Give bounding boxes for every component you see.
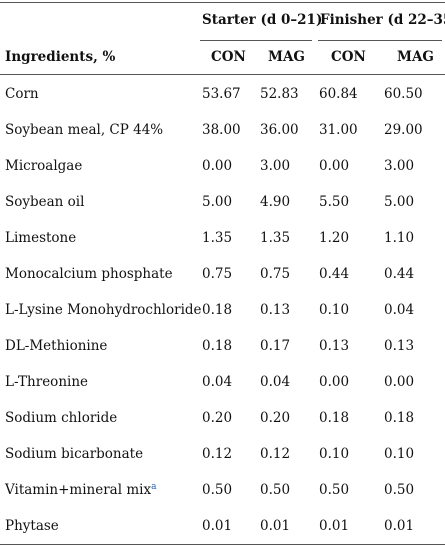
value-cell: 0.44 [384, 266, 415, 282]
value-cell: 0.50 [319, 482, 350, 498]
value-cell: 0.10 [319, 446, 350, 462]
ingredient-name: L-Lysine Monohydrochloride [5, 302, 202, 318]
header-rule [0, 74, 445, 75]
value-cell: 0.20 [260, 410, 291, 426]
ingredient-label: Vitamin+mineral mix [5, 482, 152, 498]
value-cell: 0.50 [202, 482, 233, 498]
value-cell: 36.00 [260, 122, 299, 138]
top-rule [0, 2, 445, 3]
ingredients-header: Ingredients, % [5, 49, 116, 65]
value-cell: 0.00 [384, 374, 415, 390]
value-cell: 1.35 [260, 230, 291, 246]
ingredient-name: Monocalcium phosphate [5, 266, 173, 282]
value-cell: 0.01 [384, 518, 415, 534]
value-cell: 0.13 [384, 338, 415, 354]
ingredient-label: DL-Methionine [5, 338, 108, 354]
value-cell: 0.17 [260, 338, 291, 354]
group-header-starter: Starter (d 0–21) [202, 12, 323, 28]
value-cell: 0.01 [319, 518, 350, 534]
value-cell: 1.35 [202, 230, 233, 246]
ingredient-label: Soybean meal, CP 44% [5, 122, 164, 138]
ingredient-label: Soybean oil [5, 194, 85, 210]
value-cell: 0.04 [202, 374, 233, 390]
value-cell: 1.20 [319, 230, 350, 246]
value-cell: 0.00 [319, 374, 350, 390]
value-cell: 0.75 [260, 266, 291, 282]
value-cell: 0.13 [260, 302, 291, 318]
value-cell: 38.00 [202, 122, 241, 138]
value-cell: 0.04 [384, 302, 415, 318]
value-cell: 31.00 [319, 122, 358, 138]
column-header-starter-con: CON [211, 49, 246, 65]
ingredient-label: L-Threonine [5, 374, 89, 390]
ingredient-label: Phytase [5, 518, 59, 534]
value-cell: 0.01 [260, 518, 291, 534]
value-cell: 0.12 [202, 446, 233, 462]
column-header-starter-mag: MAG [268, 49, 305, 65]
ingredient-name: Corn [5, 86, 39, 102]
value-cell: 0.18 [202, 302, 233, 318]
group-header-finisher: Finisher (d 22–35) [320, 12, 445, 28]
value-cell: 0.10 [384, 446, 415, 462]
value-cell: 0.20 [202, 410, 233, 426]
ingredient-label: Limestone [5, 230, 77, 246]
ingredient-name: Microalgae [5, 158, 82, 174]
value-cell: 5.00 [202, 194, 233, 210]
value-cell: 52.83 [260, 86, 299, 102]
value-cell: 4.90 [260, 194, 291, 210]
value-cell: 0.04 [260, 374, 291, 390]
starter-group-rule [200, 40, 312, 41]
value-cell: 60.50 [384, 86, 423, 102]
ingredient-label: L-Lysine Monohydrochloride [5, 302, 202, 318]
ingredient-name: Soybean meal, CP 44% [5, 122, 163, 138]
ingredient-name: Sodium bicarbonate [5, 446, 143, 462]
value-cell: 3.00 [384, 158, 415, 174]
value-cell: 5.50 [319, 194, 350, 210]
ingredient-label: Corn [5, 86, 39, 102]
ingredient-label: Microalgae [5, 158, 83, 174]
value-cell: 0.18 [384, 410, 415, 426]
value-cell: 0.18 [202, 338, 233, 354]
bottom-rule [0, 544, 445, 545]
value-cell: 29.00 [384, 122, 423, 138]
value-cell: 0.01 [202, 518, 233, 534]
ingredient-name: DL-Methionine [5, 338, 107, 354]
value-cell: 0.00 [202, 158, 233, 174]
ingredient-name: Soybean oil [5, 194, 84, 210]
value-cell: 3.00 [260, 158, 291, 174]
ingredient-label: Monocalcium phosphate [5, 266, 173, 282]
ingredient-label: Sodium chloride [5, 410, 118, 426]
value-cell: 0.00 [319, 158, 350, 174]
value-cell: 5.00 [384, 194, 415, 210]
ingredient-label: Sodium bicarbonate [5, 446, 144, 462]
value-cell: 0.75 [202, 266, 233, 282]
value-cell: 0.13 [319, 338, 350, 354]
column-header-finisher-con: CON [331, 49, 366, 65]
finisher-group-rule [318, 40, 442, 41]
footnote-marker: a [151, 482, 157, 492]
value-cell: 0.50 [260, 482, 291, 498]
ingredient-name: Phytase [5, 518, 59, 534]
value-cell: 0.50 [384, 482, 415, 498]
value-cell: 60.84 [319, 86, 358, 102]
value-cell: 1.10 [384, 230, 415, 246]
value-cell: 0.18 [319, 410, 350, 426]
value-cell: 0.10 [319, 302, 350, 318]
column-header-finisher-mag: MAG [397, 49, 434, 65]
value-cell: 0.44 [319, 266, 350, 282]
value-cell: 0.12 [260, 446, 291, 462]
ingredient-name: Vitamin+mineral mixa [5, 482, 156, 498]
ingredient-name: L-Threonine [5, 374, 88, 390]
ingredient-name: Sodium chloride [5, 410, 117, 426]
value-cell: 53.67 [202, 86, 241, 102]
ingredient-name: Limestone [5, 230, 76, 246]
